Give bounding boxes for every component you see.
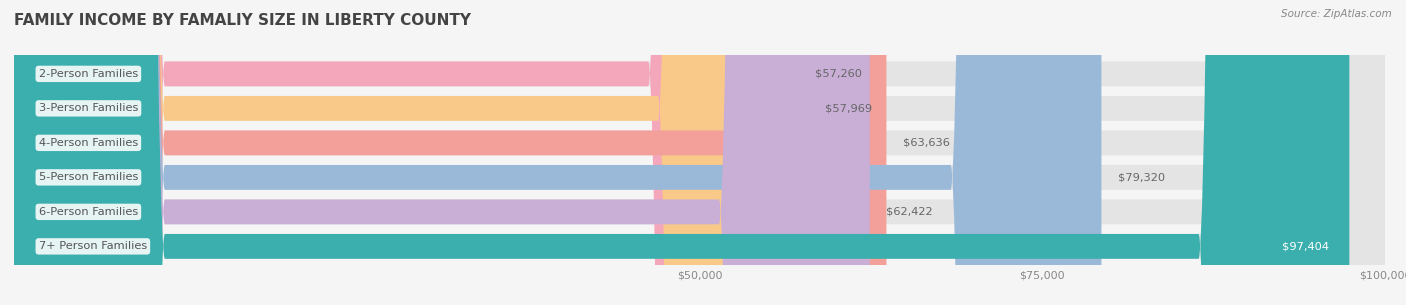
Text: $97,404: $97,404 xyxy=(1282,241,1329,251)
Text: $57,260: $57,260 xyxy=(815,69,862,79)
Text: 4-Person Families: 4-Person Families xyxy=(39,138,138,148)
FancyBboxPatch shape xyxy=(14,0,1385,305)
Text: FAMILY INCOME BY FAMALIY SIZE IN LIBERTY COUNTY: FAMILY INCOME BY FAMALIY SIZE IN LIBERTY… xyxy=(14,13,471,27)
Text: 7+ Person Families: 7+ Person Families xyxy=(39,241,148,251)
FancyBboxPatch shape xyxy=(14,0,808,305)
Text: $79,320: $79,320 xyxy=(1118,172,1166,182)
FancyBboxPatch shape xyxy=(14,0,1385,305)
Text: $57,969: $57,969 xyxy=(825,103,872,113)
FancyBboxPatch shape xyxy=(14,0,1385,305)
FancyBboxPatch shape xyxy=(14,0,799,305)
FancyBboxPatch shape xyxy=(14,0,1385,305)
FancyBboxPatch shape xyxy=(14,0,1350,305)
FancyBboxPatch shape xyxy=(14,0,1385,305)
Text: $63,636: $63,636 xyxy=(903,138,949,148)
Text: $62,422: $62,422 xyxy=(886,207,932,217)
Text: 3-Person Families: 3-Person Families xyxy=(39,103,138,113)
FancyBboxPatch shape xyxy=(14,0,870,305)
Text: 2-Person Families: 2-Person Families xyxy=(39,69,138,79)
Text: 6-Person Families: 6-Person Families xyxy=(39,207,138,217)
Text: 5-Person Families: 5-Person Families xyxy=(39,172,138,182)
FancyBboxPatch shape xyxy=(14,0,886,305)
FancyBboxPatch shape xyxy=(14,0,1101,305)
Text: Source: ZipAtlas.com: Source: ZipAtlas.com xyxy=(1281,9,1392,19)
FancyBboxPatch shape xyxy=(14,0,1385,305)
